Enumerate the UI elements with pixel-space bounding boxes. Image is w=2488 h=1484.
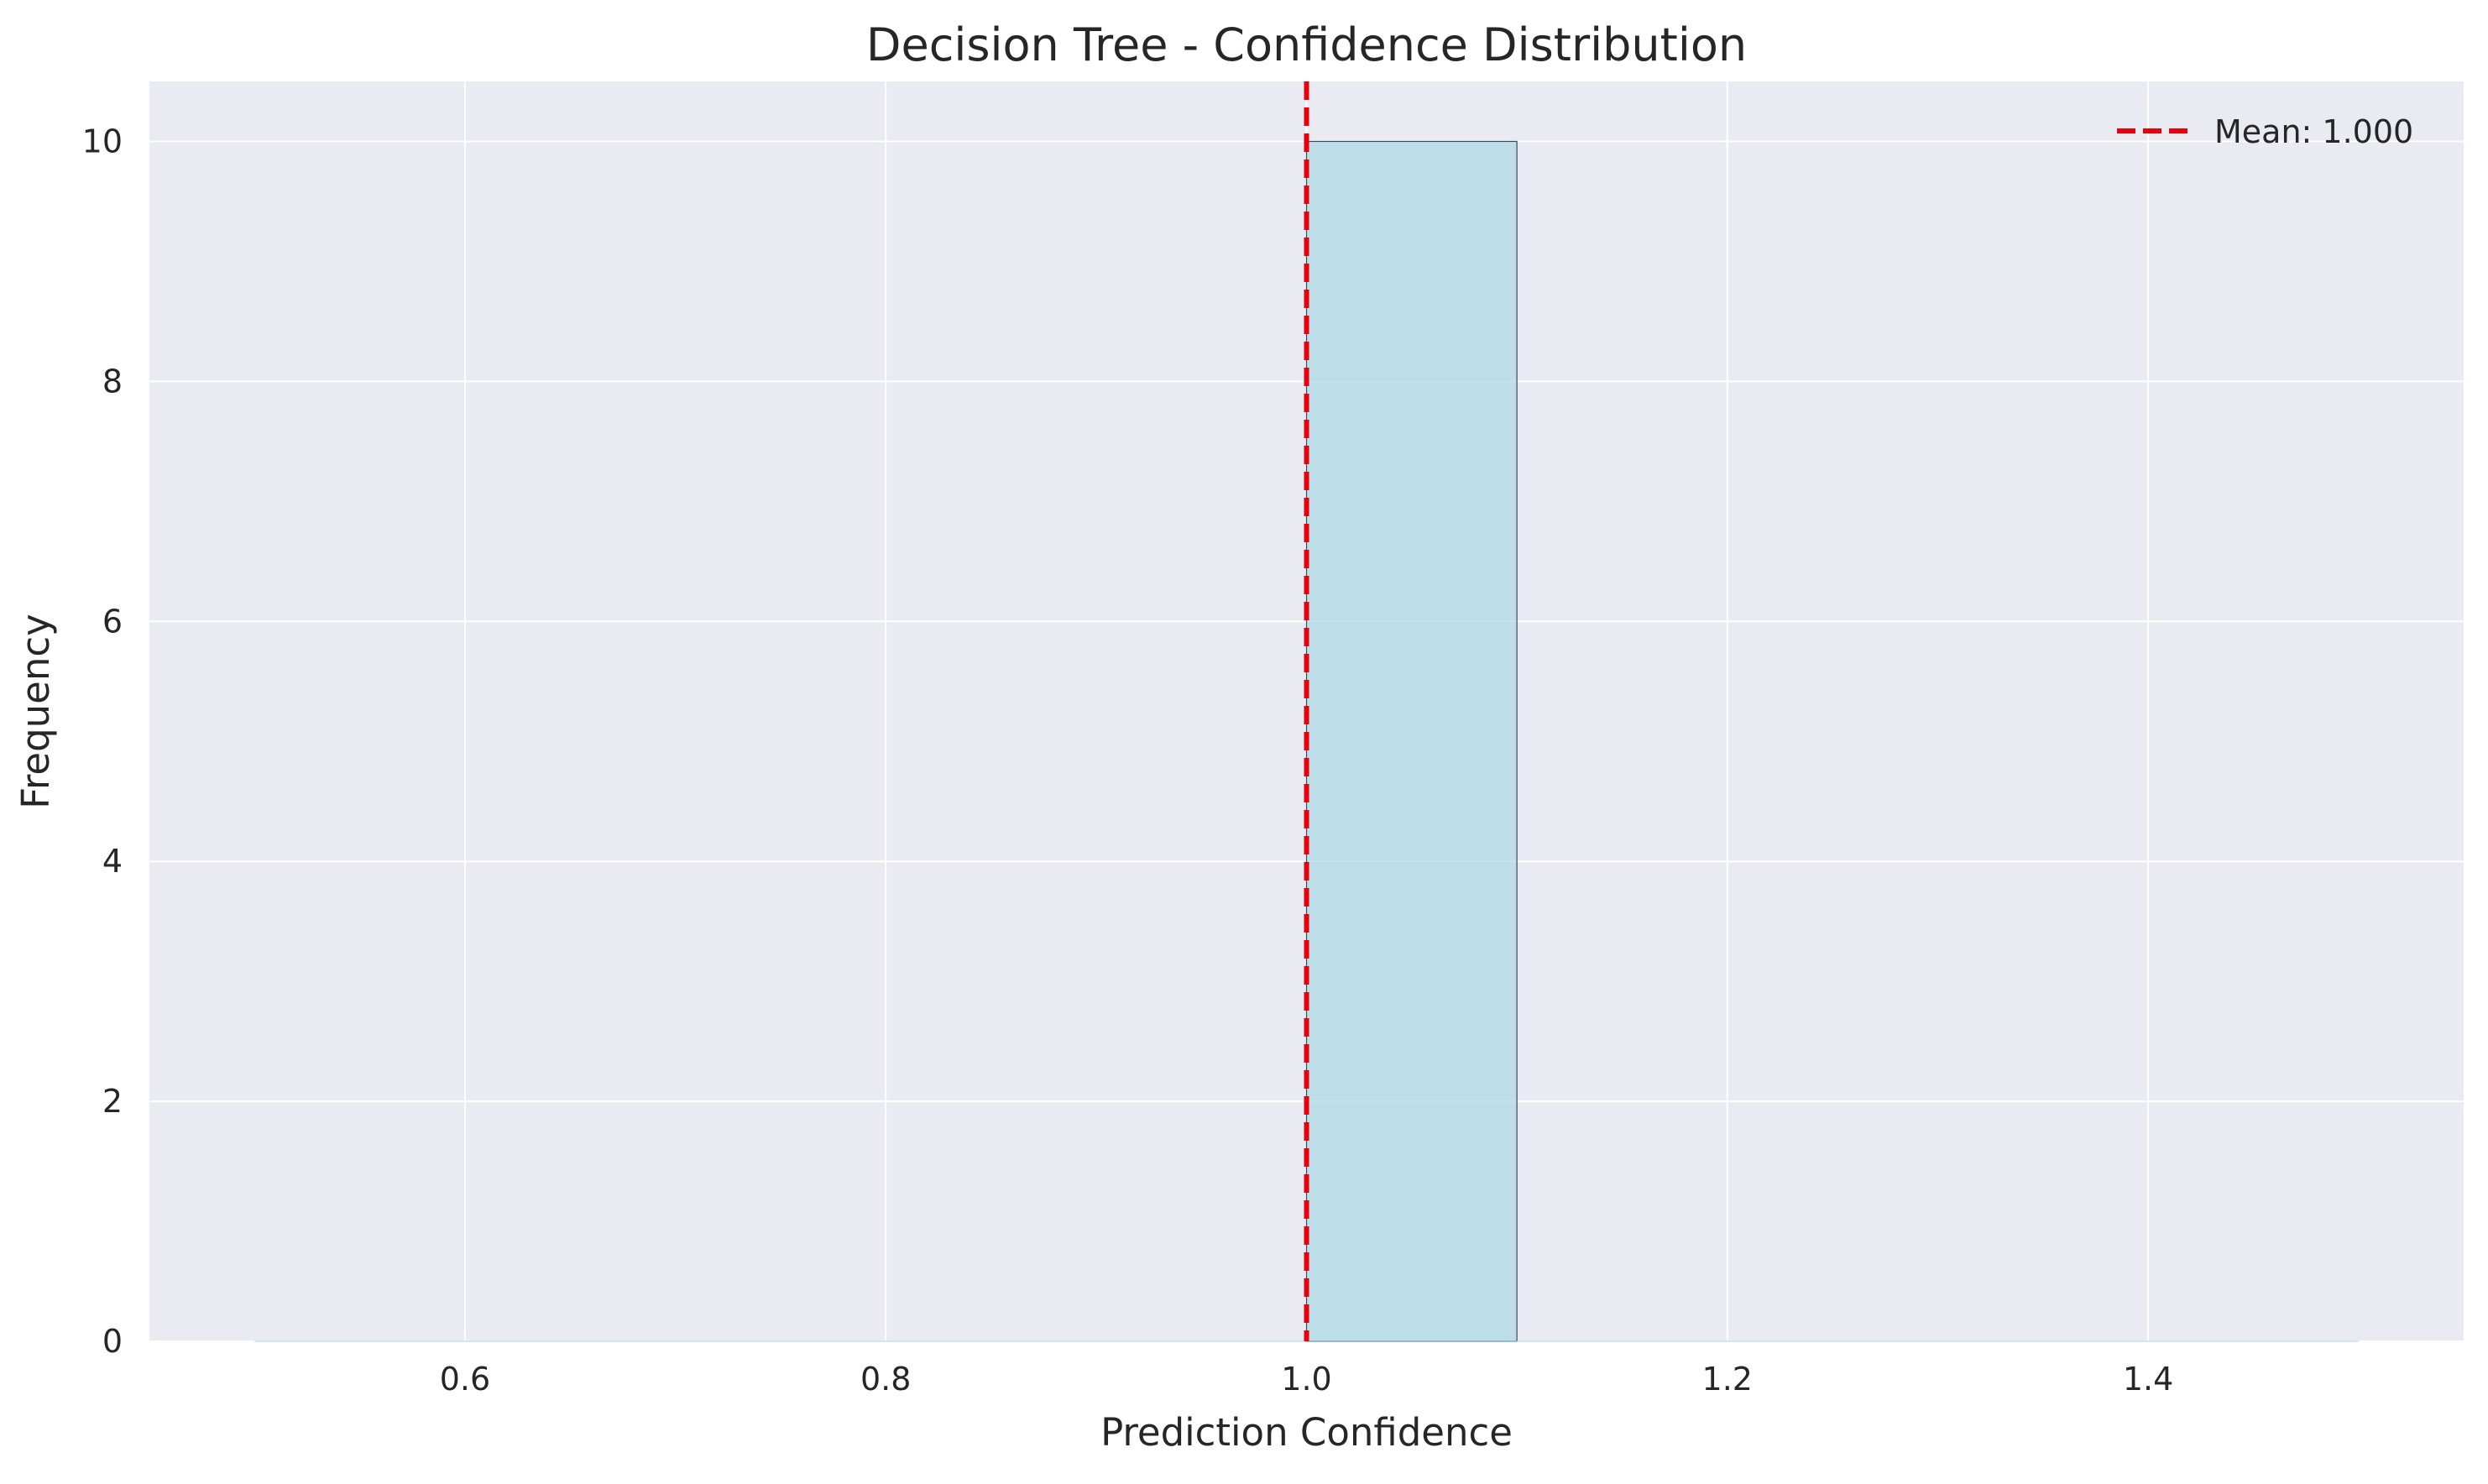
x-axis-label: Prediction Confidence — [1100, 1410, 1513, 1455]
x-tick-label: 1.2 — [1702, 1361, 1753, 1398]
axis-ticks: 0.6 0.8 1.0 1.2 1.4 0 2 4 6 8 10 — [82, 123, 2174, 1398]
x-tick-label: 0.6 — [440, 1361, 490, 1398]
chart-title: Decision Tree - Confidence Distribution — [866, 18, 1747, 71]
y-tick-label: 10 — [82, 123, 123, 159]
histogram-bar — [1305, 140, 1518, 1342]
y-tick-label: 4 — [102, 843, 123, 880]
histogram-bars — [254, 140, 2359, 1342]
legend-label: Mean: 1.000 — [2214, 113, 2413, 150]
x-tick-label: 1.0 — [1281, 1361, 1331, 1398]
legend: Mean: 1.000 — [2117, 113, 2413, 150]
y-tick-label: 6 — [102, 603, 123, 640]
x-tick-label: 0.8 — [860, 1361, 911, 1398]
x-tick-label: 1.4 — [2123, 1361, 2173, 1398]
y-axis-label: Frequency — [13, 614, 58, 808]
y-tick-label: 8 — [102, 363, 123, 400]
y-tick-label: 2 — [102, 1083, 123, 1120]
y-tick-label: 0 — [102, 1323, 123, 1360]
